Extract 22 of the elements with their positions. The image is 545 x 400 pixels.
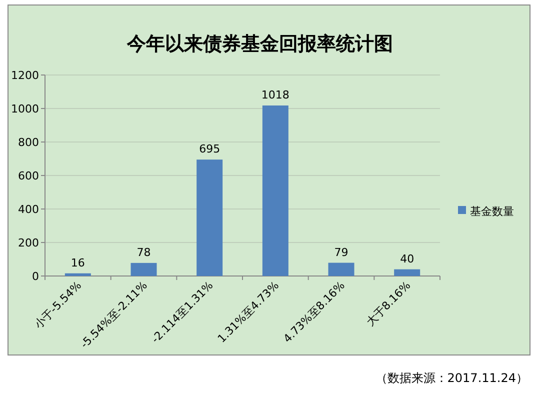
bar xyxy=(394,269,420,276)
data-label: 695 xyxy=(199,142,220,156)
chart-title: 今年以来债券基金回报率统计图 xyxy=(126,33,393,55)
bar xyxy=(64,273,91,276)
data-label: 78 xyxy=(136,246,151,259)
bar xyxy=(328,262,354,276)
bar xyxy=(196,160,223,276)
data-label: 79 xyxy=(334,246,348,259)
text: （数据来源：2017.11.24） xyxy=(375,371,528,385)
y-tick-label: 1000 xyxy=(11,102,39,116)
data-label: 40 xyxy=(400,252,414,266)
y-tick-label: 1200 xyxy=(11,69,39,82)
bar xyxy=(262,105,288,276)
legend-label: 基金数量 xyxy=(470,205,514,218)
y-tick-label: 200 xyxy=(18,236,39,250)
y-tick-label: 800 xyxy=(18,136,39,149)
data-label: 16 xyxy=(70,256,85,270)
y-tick-label: 400 xyxy=(18,203,39,216)
data-label: 1018 xyxy=(261,88,290,102)
y-tick-label: 0 xyxy=(32,270,39,283)
bar xyxy=(130,262,157,276)
y-tick-label: 600 xyxy=(18,170,39,182)
